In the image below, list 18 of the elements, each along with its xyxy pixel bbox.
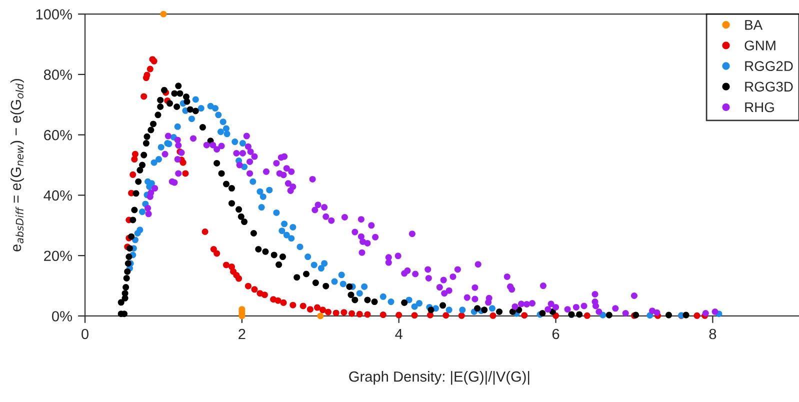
y-tick-label: 40%	[44, 190, 72, 201]
x-tick-label: 6	[552, 328, 560, 340]
y-axis-title: e$_{absDiff}$ = e(G$_{new}$) − e(G$_{old}$)	[10, 79, 24, 252]
x-tick-label: 2	[238, 328, 246, 340]
y-tick-label: 100%	[36, 9, 72, 20]
x-tick-label: 4	[395, 329, 402, 340]
x-tick-label: 0	[82, 328, 88, 340]
y-tick-label: 20%	[44, 250, 72, 262]
legend-label: RGG2D	[745, 61, 793, 71]
legend-label: GNM	[744, 40, 776, 50]
y-tick-label: 80%	[44, 70, 72, 80]
x-axis-title: Graph Density: |E(G)|/|V(G)|	[349, 371, 530, 385]
legend-label: RGG3D	[745, 82, 793, 92]
legend-label: BA	[745, 20, 763, 30]
y-tick-label: 0%	[52, 311, 72, 322]
legend-label: RHG	[745, 102, 774, 112]
y-tick-label: 60%	[44, 130, 72, 140]
x-tick-label: 8	[709, 328, 716, 340]
